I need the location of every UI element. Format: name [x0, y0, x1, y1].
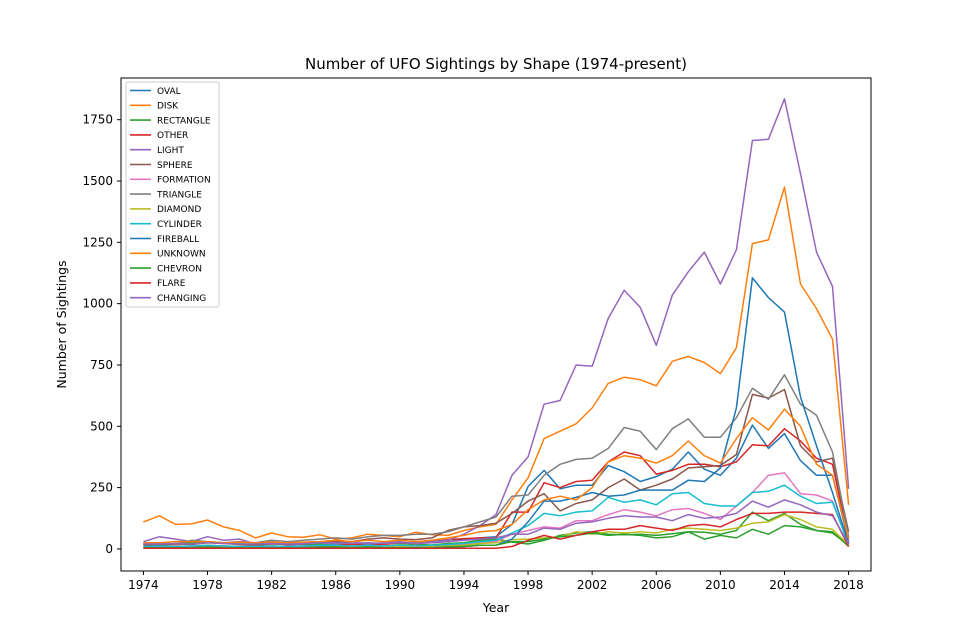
x-axis: 1974 1978 1982 1986 1990 1994 1998 2002 2006 2010…: [128, 571, 864, 592]
x-tick-label: 2014: [769, 578, 800, 592]
legend-label-cylinder: CYLINDER: [157, 220, 202, 230]
x-tick-label: 2006: [641, 578, 672, 592]
x-tick-label: 1974: [128, 578, 159, 592]
y-tick-label: 750: [90, 358, 113, 372]
legend-frame: [125, 81, 220, 308]
y-tick-label: 250: [90, 481, 113, 495]
y-tick-label: 1000: [82, 297, 113, 311]
legend-label-sphere: SPHERE: [157, 161, 193, 171]
x-tick-label: 1998: [513, 578, 544, 592]
chart-title: Number of UFO Sightings by Shape (1974-p…: [305, 55, 687, 73]
y-tick-label: 1250: [82, 235, 113, 249]
legend-label-oval: OVAL: [157, 87, 181, 97]
y-tick-label: 1750: [82, 113, 113, 127]
legend-label-changing: CHANGING: [157, 294, 206, 304]
series-line-changing: [143, 499, 850, 545]
x-tick-label: 1994: [449, 578, 480, 592]
x-tick-label: 2010: [705, 578, 736, 592]
x-tick-label: 1990: [385, 578, 416, 592]
legend-label-chevron: CHEVRON: [157, 264, 202, 274]
x-axis-label: Year: [482, 600, 510, 615]
series-line-flare: [143, 511, 850, 549]
axes-frame: [120, 77, 872, 572]
x-tick-label: 1986: [320, 578, 351, 592]
legend-label-light: LIGHT: [157, 146, 184, 156]
x-tick-label: 1978: [192, 578, 223, 592]
y-tick-label: 500: [90, 419, 113, 433]
axes-background: [121, 78, 871, 571]
y-tick-label: 0: [105, 542, 113, 556]
legend-label-fireball: FIREBALL: [157, 235, 199, 245]
series-line-cylinder: [143, 484, 850, 548]
legend-label-other: OTHER: [157, 131, 188, 141]
legend-label-triangle: TRIANGLE: [156, 190, 202, 200]
series-layer: [143, 98, 850, 549]
series-line-sphere: [143, 388, 850, 546]
x-tick-label: 2018: [833, 578, 864, 592]
x-tick-label: 1982: [256, 578, 287, 592]
y-axis-label: Number of Sightings: [54, 260, 69, 388]
legend: OVAL DISK RECTANGLE OTHER LIGHT SPHERE FORMATI…: [125, 81, 220, 308]
legend-label-flare: FLARE: [157, 279, 186, 289]
y-tick-label: 1500: [82, 174, 113, 188]
legend-label-rectangle: RECTANGLE: [157, 116, 211, 126]
y-axis: 0 250 500 750 1000 1250 1500 1750: [82, 113, 121, 556]
series-line-unknown: [143, 408, 850, 544]
legend-label-formation: FORMATION: [157, 176, 211, 186]
plot-area: [120, 77, 872, 572]
x-tick-label: 2002: [577, 578, 608, 592]
series-line-disk: [143, 186, 850, 540]
legend-label-disk: DISK: [157, 102, 179, 112]
legend-label-unknown: UNKNOWN: [157, 250, 206, 260]
legend-label-diamond: DIAMOND: [157, 205, 201, 215]
